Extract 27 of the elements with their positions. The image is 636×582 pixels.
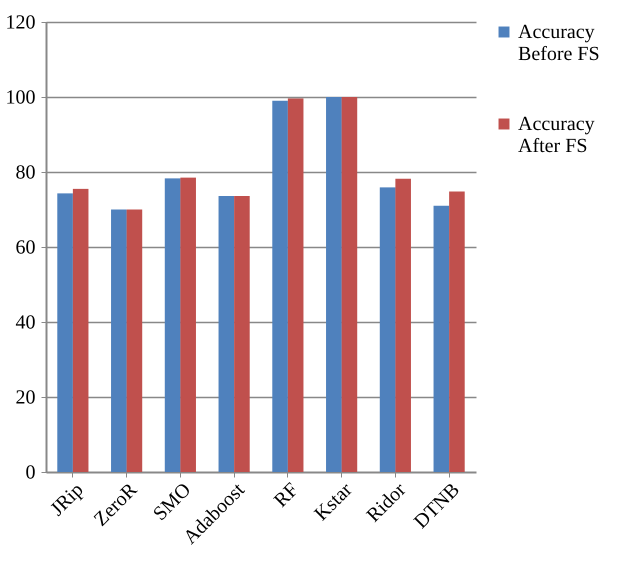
y-tick-label: 100 [6,86,36,108]
bar [180,178,196,472]
bar [342,97,358,472]
bar [326,97,342,472]
bar [288,98,304,472]
bar [272,100,288,472]
bar [164,178,180,472]
y-tick-label: 120 [6,12,36,34]
bar [111,210,127,472]
bar [234,196,250,472]
y-tick-label: 40 [16,312,36,334]
x-tick-label: JRip [46,478,88,520]
y-tick-label: 80 [16,162,36,184]
x-tick-label: RF [270,478,303,512]
y-tick-label: 0 [26,462,36,484]
bar [57,193,73,472]
y-tick-label: 60 [16,236,36,258]
legend-label: Accuracy After FS [518,113,595,157]
y-tick-label: 20 [16,386,36,408]
bar [380,187,396,472]
bar [449,192,465,472]
bar [395,178,411,472]
bar [218,196,234,472]
legend-label: Accuracy Before FS [518,21,600,65]
bar [126,210,142,472]
bar [434,206,450,472]
bar [72,188,88,472]
